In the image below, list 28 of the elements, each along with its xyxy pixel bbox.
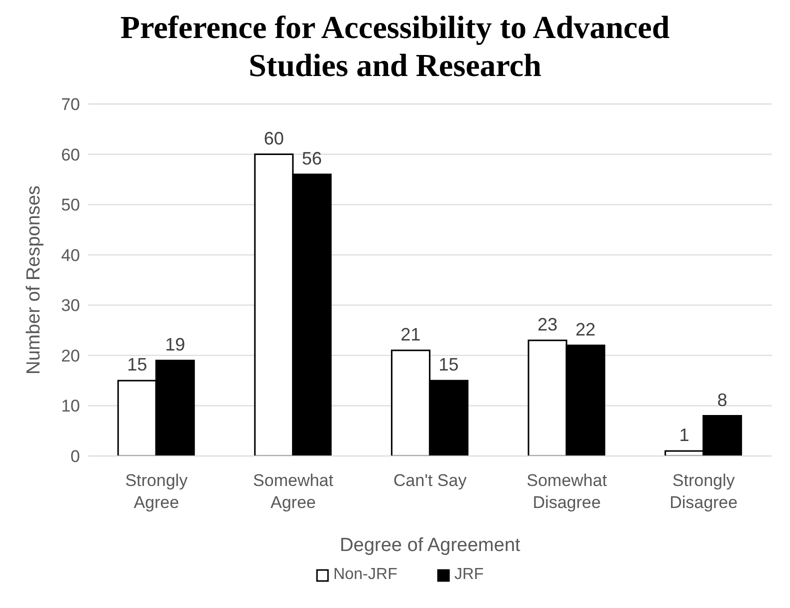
data-label: 60 xyxy=(264,128,284,148)
data-label: 21 xyxy=(400,324,421,344)
data-label: 15 xyxy=(438,354,459,375)
y-tick-label: 70 xyxy=(61,95,80,114)
data-label: 19 xyxy=(165,334,186,354)
x-tick-label: Somewhat Disagree xyxy=(526,471,608,512)
data-label: 15 xyxy=(127,354,148,375)
legend-label: JRF xyxy=(454,566,484,584)
x-axis-title: Degree of Agreement xyxy=(340,535,522,556)
x-tick-label: Strongly Agree xyxy=(125,471,188,512)
data-label: 56 xyxy=(302,148,322,168)
legend-label: Non-JRF xyxy=(333,566,398,584)
y-tick-label: 60 xyxy=(61,145,80,164)
x-tick-label: Somewhat Agree xyxy=(253,471,334,512)
x-tick-label: Can't Say xyxy=(393,471,468,490)
y-tick-label: 0 xyxy=(70,447,80,466)
y-axis-title: Number of Responses xyxy=(24,185,45,375)
chart-title: Preference for Accessibility to Advanced Studies and Research xyxy=(119,8,671,84)
data-label: 1 xyxy=(679,424,690,445)
y-tick-label: 30 xyxy=(61,296,80,316)
y-tick-label: 10 xyxy=(61,396,80,416)
data-label: 8 xyxy=(717,390,728,410)
y-tick-label: 50 xyxy=(61,196,80,215)
data-label: 23 xyxy=(537,314,558,334)
y-tick-label: 20 xyxy=(61,346,80,366)
x-tick-label: Strongly Disagree xyxy=(670,471,738,512)
data-label: 22 xyxy=(575,319,596,340)
y-tick-label: 40 xyxy=(61,246,80,265)
